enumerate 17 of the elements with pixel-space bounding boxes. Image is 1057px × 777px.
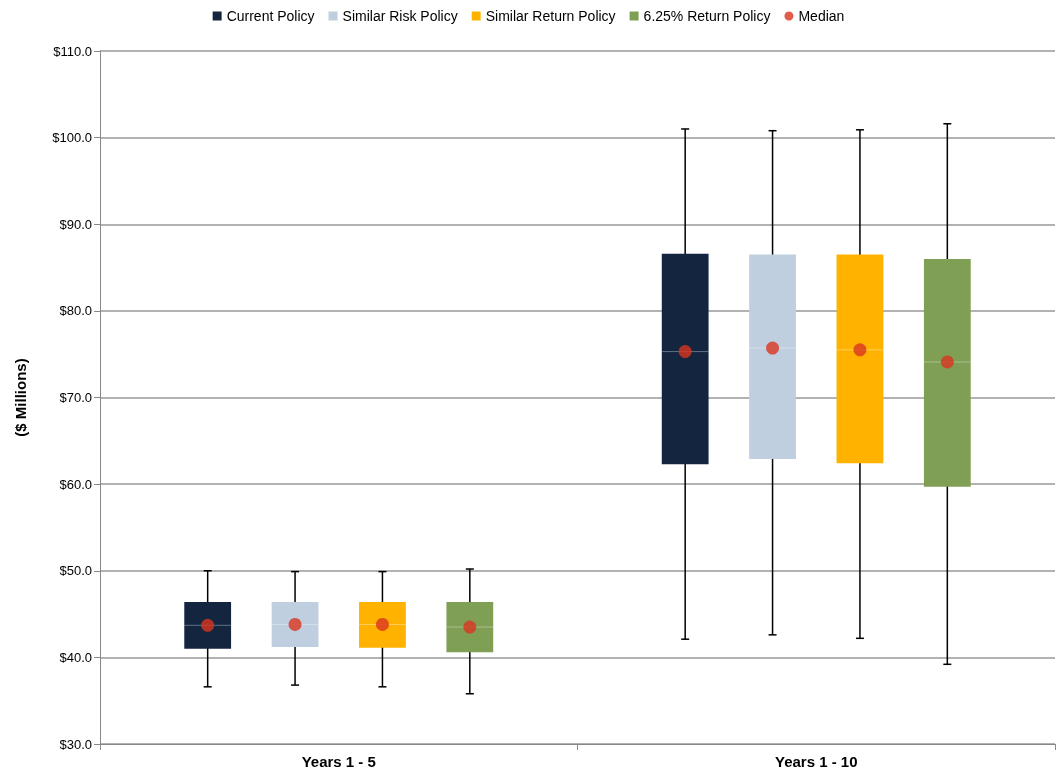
legend-label: Current Policy — [226, 8, 315, 24]
y-tick-label: $50.0 — [59, 563, 92, 579]
y-tick-label: $40.0 — [59, 649, 92, 665]
y-tick-label: $90.0 — [59, 216, 92, 232]
y-tick-label: $60.0 — [59, 476, 92, 492]
x-tick-label: Years 1 - 10 — [774, 753, 858, 770]
legend-label: 6.25% Return Policy — [643, 8, 771, 24]
legend-label: Similar Risk Policy — [342, 8, 458, 24]
y-tick-label: $70.0 — [59, 390, 92, 405]
y-tick-label: $80.0 — [59, 303, 92, 319]
legend-label: Similar Return Policy — [485, 8, 616, 24]
y-tick-label: $100.0 — [52, 130, 92, 146]
y-axis-title: ($ Millions) — [12, 358, 29, 437]
y-tick-label: $30.0 — [59, 736, 92, 752]
x-tick-label: Years 1 - 5 — [301, 753, 376, 770]
legend-label: Median — [798, 8, 845, 24]
y-tick-label: $110.0 — [53, 43, 92, 59]
